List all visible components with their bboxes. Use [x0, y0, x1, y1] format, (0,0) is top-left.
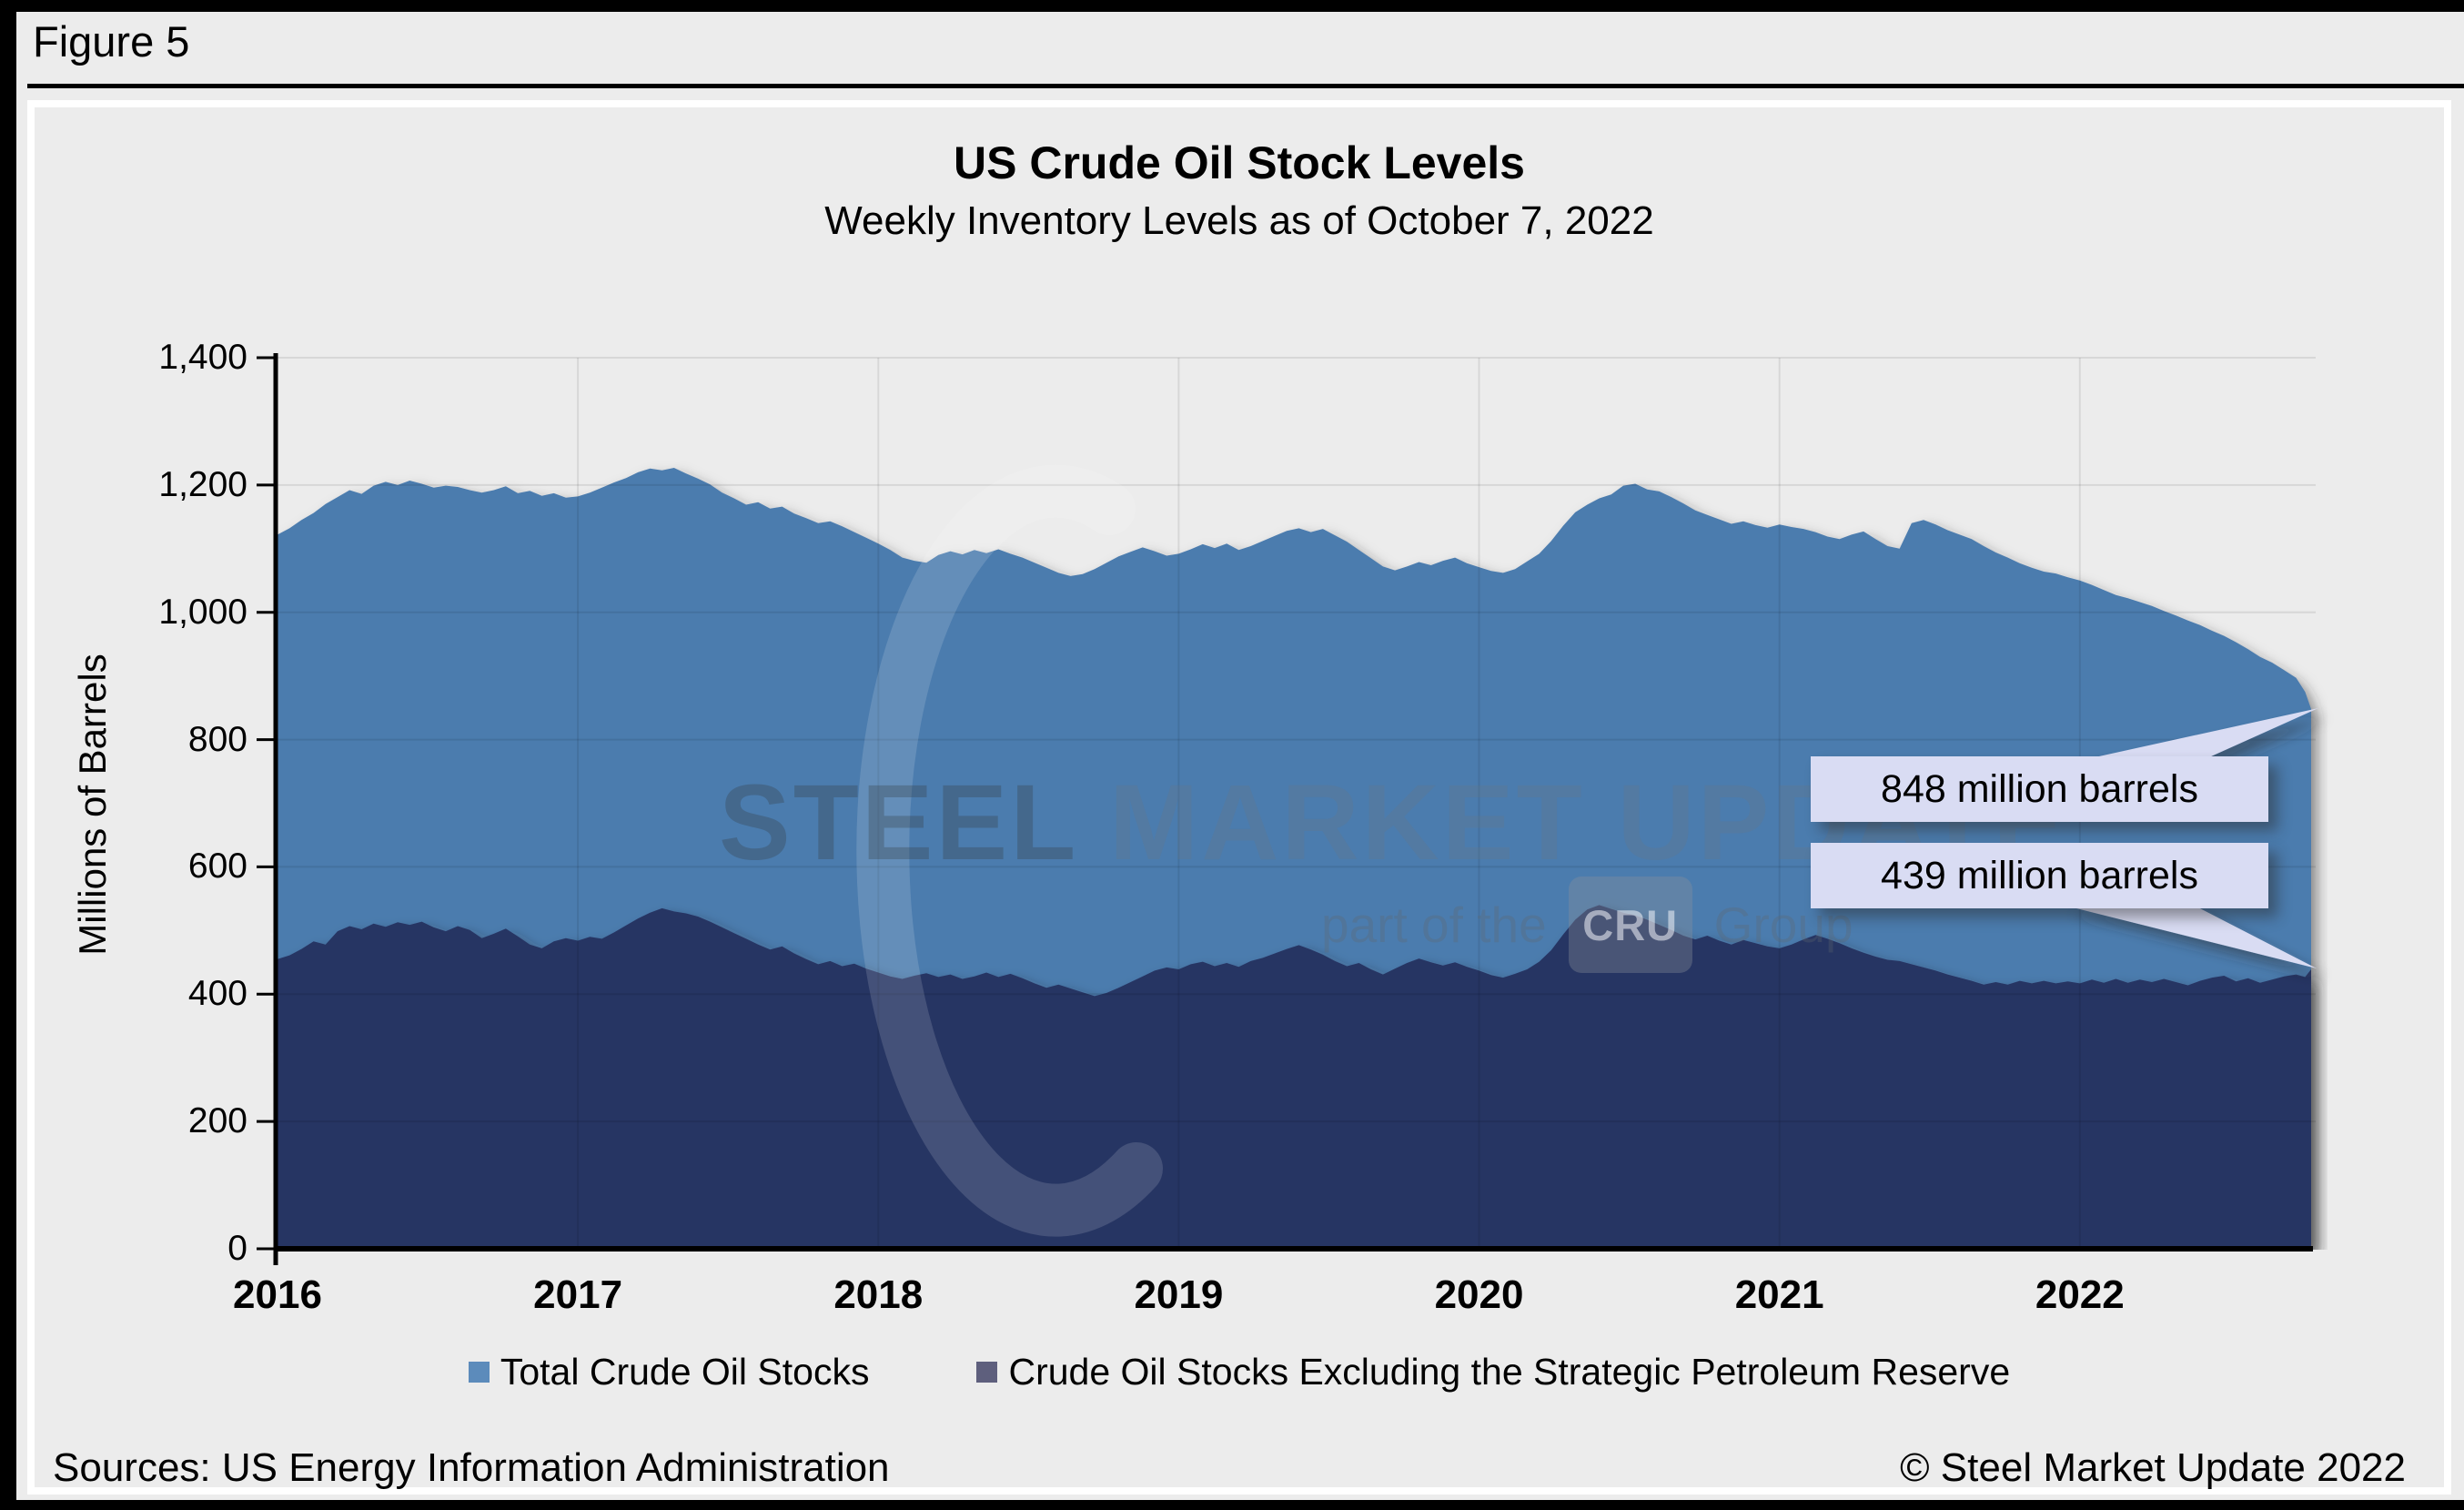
- x-axis-label: 2021: [1734, 1272, 1824, 1317]
- legend-label: Crude Oil Stocks Excluding the Strategic…: [1008, 1351, 2011, 1393]
- watermark-tagline: part of the CRU Group: [1321, 876, 1853, 974]
- sources-note: Sources: US Energy Information Administr…: [53, 1445, 890, 1490]
- area-series-excl-spr: [278, 905, 2311, 1249]
- y-tick-label: 600: [187, 846, 247, 887]
- legend-swatch-icon: [468, 1362, 490, 1383]
- y-tick-label: 200: [187, 1101, 247, 1141]
- header-rule: [27, 84, 2464, 88]
- chart-title: US Crude Oil Stock Levels: [954, 137, 1525, 188]
- watermark-tagline-prefix: part of the: [1321, 897, 1547, 953]
- y-tick-label: 1,200: [158, 464, 247, 504]
- callout-arrow-848-icon: [2062, 708, 2318, 765]
- cru-logo-icon: CRU: [1568, 877, 1692, 973]
- callout-439-text: 439 million barrels: [1881, 853, 2198, 897]
- x-axis-label: 2019: [1134, 1272, 1224, 1317]
- watermark-brand-strong: STEEL: [719, 763, 1077, 883]
- legend-item: Crude Oil Stocks Excluding the Strategic…: [976, 1351, 2010, 1393]
- y-tick-label: 400: [187, 974, 247, 1014]
- watermark-brand: STEEL MARKET UPDATE: [719, 761, 2065, 885]
- y-tick-label: 1,400: [158, 338, 247, 377]
- legend-item: Total Crude Oil Stocks: [468, 1351, 870, 1393]
- legend-swatch-icon: [976, 1362, 998, 1383]
- callout-848-text: 848 million barrels: [1881, 766, 2198, 811]
- x-axis-label: 2020: [1434, 1272, 1524, 1317]
- y-tick-label: 0: [227, 1229, 247, 1268]
- callout-848-million-barrels: 848 million barrels: [1811, 756, 2268, 822]
- figure-label: Figure 5: [33, 17, 190, 66]
- callout-arrow-439-icon: [2062, 905, 2317, 968]
- callout-439-million-barrels: 439 million barrels: [1811, 843, 2268, 908]
- chart-subtitle: Weekly Inventory Levels as of October 7,…: [824, 198, 1654, 243]
- chart-legend: Total Crude Oil Stocks Crude Oil Stocks E…: [27, 1351, 2451, 1393]
- gridlines: [278, 357, 2316, 1249]
- x-axis-label: 2017: [533, 1272, 623, 1317]
- x-axis-label: 2016: [233, 1272, 322, 1317]
- axes: [257, 353, 2313, 1265]
- x-axis-label: 2018: [833, 1272, 924, 1317]
- copyright-note: © Steel Market Update 2022: [1900, 1445, 2406, 1490]
- x-axis-label: 2022: [2035, 1272, 2125, 1317]
- y-tick-label: 800: [187, 719, 247, 759]
- legend-label: Total Crude Oil Stocks: [500, 1351, 870, 1393]
- watermark-crescent-icon: [856, 464, 1163, 1237]
- y-tick-label: 1,000: [158, 592, 247, 632]
